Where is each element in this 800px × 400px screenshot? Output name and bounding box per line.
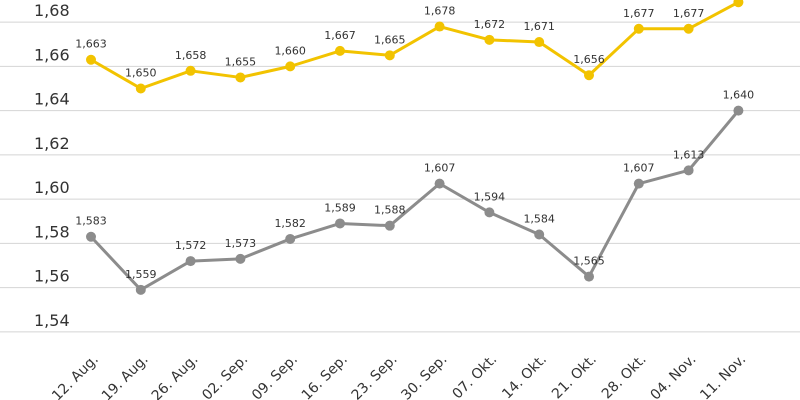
data-point-grey [86, 231, 96, 242]
data-label-yellow: 1,671 [523, 20, 555, 33]
x-tick-label: 02. Sep. [199, 352, 251, 400]
data-point-yellow [683, 23, 694, 34]
data-label-grey: 1,565 [573, 255, 605, 268]
data-label-grey: 1,559 [125, 268, 157, 281]
x-tick-label: 28. Okt. [599, 352, 650, 400]
x-tick-label: 09. Sep. [249, 352, 301, 400]
data-label-yellow: 1,650 [125, 67, 157, 80]
x-tick-label: 11. Nov. [697, 352, 749, 400]
data-point-grey [484, 207, 495, 218]
data-label-yellow: 1,655 [225, 55, 257, 68]
series-line-yellow [90, 0, 740, 90]
x-tick-label: 16. Sep. [299, 352, 351, 400]
data-point-yellow [633, 23, 644, 34]
data-point-grey [285, 233, 296, 244]
data-point-grey [335, 218, 345, 229]
data-label-grey: 1,588 [374, 204, 406, 217]
data-label-grey: 1,640 [723, 89, 755, 102]
data-label-grey: 1,572 [175, 239, 207, 252]
data-point-yellow [584, 70, 594, 81]
data-label-grey: 1,584 [523, 213, 555, 226]
x-tick-label: 14. Okt. [499, 352, 550, 400]
data-point-grey [235, 253, 246, 264]
x-tick-label: 30. Sep. [398, 352, 450, 400]
data-point-yellow [135, 83, 146, 94]
data-point-yellow [235, 72, 246, 83]
series-layer [86, 0, 744, 295]
x-tick-label: 04. Nov. [648, 352, 700, 400]
data-point-yellow [335, 45, 345, 56]
data-label-grey: 1,594 [474, 190, 506, 203]
data-point-yellow [434, 21, 445, 32]
y-tick-label: 1,60 [34, 178, 70, 197]
data-label-yellow: 1,667 [324, 29, 356, 42]
data-point-yellow [484, 34, 495, 45]
data-point-grey [633, 178, 644, 189]
data-label-grey: 1,607 [623, 162, 655, 175]
data-point-grey [384, 220, 395, 231]
x-tick-label: 07. Okt. [449, 352, 500, 400]
data-label-grey: 1,607 [424, 162, 456, 175]
y-tick-label: 1,58 [34, 222, 70, 241]
x-axis: 12. Aug.19. Aug.26. Aug.02. Sep.09. Sep.… [49, 352, 749, 400]
data-point-grey [185, 256, 196, 267]
data-labels: 1,663 1,650 1,658 1,655 1,660 1,667 1,665 1,678… [75, 5, 754, 281]
data-point-yellow [86, 54, 96, 65]
data-point-grey [584, 271, 594, 282]
x-tick-label: 21. Okt. [549, 352, 600, 400]
y-tick-label: 1,62 [34, 134, 70, 153]
x-tick-label: 12. Aug. [49, 352, 102, 400]
data-point-yellow [733, 0, 744, 8]
y-tick-label: 1,54 [34, 311, 70, 330]
y-tick-label: 1,64 [34, 90, 70, 109]
data-label-yellow: 1,677 [623, 7, 655, 20]
x-tick-label: 23. Sep. [349, 352, 401, 400]
data-point-yellow [285, 61, 296, 72]
data-label-yellow: 1,678 [424, 5, 456, 18]
data-label-yellow: 1,660 [274, 44, 306, 57]
data-label-yellow: 1,658 [175, 49, 207, 62]
data-label-grey: 1,589 [324, 201, 356, 214]
data-point-grey [733, 105, 744, 116]
data-point-yellow [534, 37, 545, 48]
data-point-grey [135, 284, 146, 295]
y-axis: 1,54 1,56 1,58 1,60 1,62 1,64 1,66 1,68 [34, 1, 70, 330]
data-label-yellow: 1,665 [374, 33, 406, 46]
data-point-grey [534, 229, 545, 240]
y-tick-label: 1,56 [34, 267, 70, 286]
data-label-yellow: 1,672 [474, 18, 506, 31]
data-label-grey: 1,582 [274, 217, 306, 230]
data-label-yellow: 1,677 [673, 7, 705, 20]
data-point-yellow [384, 50, 395, 61]
data-point-grey [683, 165, 694, 176]
series-line-grey [89, 109, 740, 292]
grid-layer [0, 21, 800, 333]
data-label-yellow: 1,663 [75, 38, 107, 51]
data-label-yellow: 1,656 [573, 53, 605, 66]
data-point-yellow [185, 65, 196, 76]
y-tick-label: 1,66 [34, 45, 70, 64]
data-label-grey: 1,613 [673, 148, 705, 161]
x-tick-label: 26. Aug. [149, 352, 202, 400]
x-tick-label: 19. Aug. [99, 352, 152, 400]
data-label-grey: 1,583 [75, 215, 107, 228]
data-label-grey: 1,573 [225, 237, 257, 250]
y-tick-label: 1,68 [34, 1, 70, 20]
data-point-grey [434, 178, 445, 189]
